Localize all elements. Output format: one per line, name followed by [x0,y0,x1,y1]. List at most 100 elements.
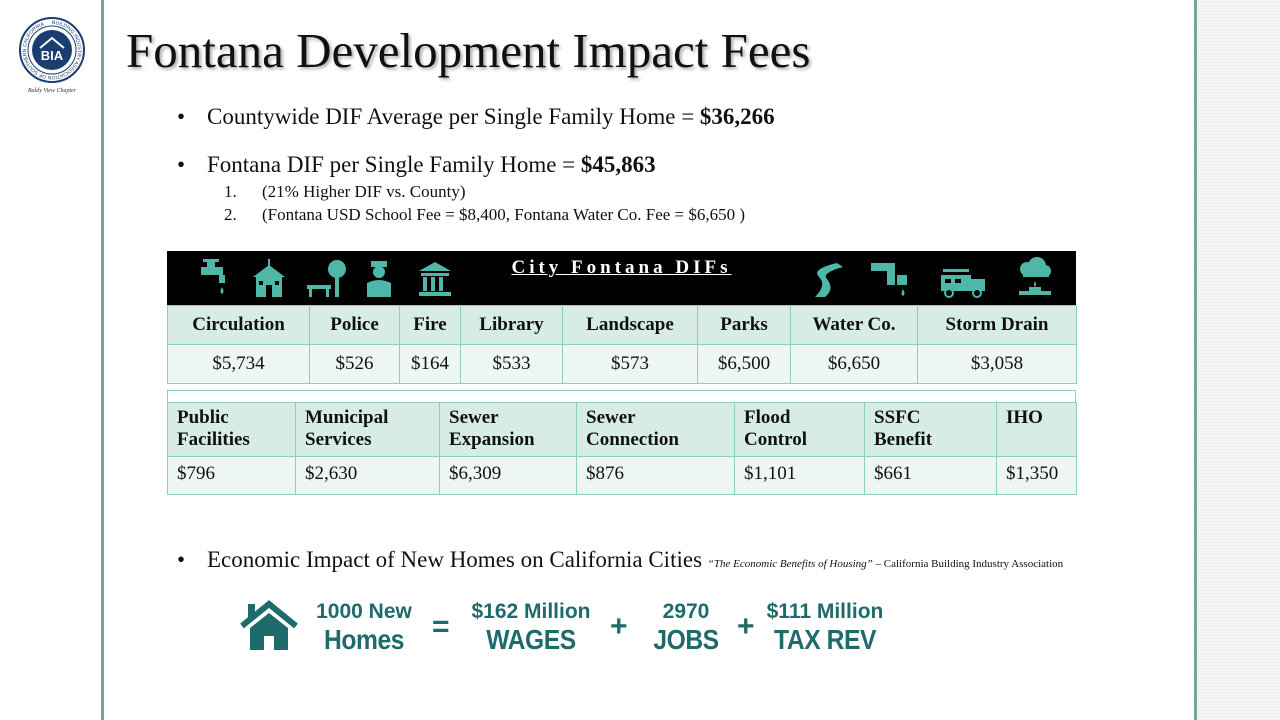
bia-logo: BUILDING INDUSTRY ASSOCIATION OF SOUTHER… [18,16,86,96]
dif-icon-band: City Fontana DIFs [167,251,1076,305]
citation: “The Economic Benefits of Housing” – Cal… [708,558,1063,570]
value-parks: $6,500 [697,344,791,384]
equals-sign: = [432,610,450,643]
value-municipal-services: $2,630 [295,456,440,495]
storm-drain-icon [1019,257,1051,295]
homes-block: 1000 New Homes [308,600,420,656]
bullet-value: $36,266 [699,104,775,129]
value-public-facilities: $796 [167,456,296,495]
value-flood-control: $1,101 [734,456,865,495]
sub-text: (Fontana USD School Fee = $8,400, Fontan… [262,205,746,224]
sub-number: 2. [224,205,237,224]
value-landscape: $573 [562,344,698,384]
band-title: City Fontana DIFs [511,257,732,278]
bullet-value: $45,863 [580,152,656,177]
header-library: Library [460,305,563,345]
road-icon [815,263,843,297]
sub-number: 1. [224,182,237,201]
homes-label: Homes [324,624,404,655]
jobs-block: 2970 JOBS [646,600,726,656]
value-fire: $164 [399,344,461,384]
header-line: IHO [1006,407,1043,428]
water-pipe-icon [871,263,907,296]
tax-label: TAX REV [774,624,876,655]
bullet-dot: • [177,152,186,177]
park-icon [307,260,346,297]
bullet-text: Countywide DIF Average per Single Family… [207,104,700,129]
value-circulation: $5,734 [167,344,310,384]
faucet-icon [201,259,225,294]
value-storm-drain: $3,058 [917,344,1077,384]
header-line: Public [177,407,229,428]
wages-block: $162 Million WAGES [464,600,598,656]
table-header-row: Public Facilities Municipal Services Sewer… [167,402,1077,457]
bullet-text: Economic Impact of New Homes on Californ… [207,547,703,572]
sub-item-2: 2. (Fontana USD School Fee = $8,400, Fon… [224,205,746,225]
tax-amount: $111 Million [766,600,884,623]
bullet-text: Fontana DIF per Single Family Home = [207,152,581,177]
header-parks: Parks [697,305,791,345]
citation-source: – California Building Industry Associati… [872,558,1064,570]
header-line: Flood [744,407,791,428]
sub-item-1: 1. (21% Higher DIF vs. County) [224,182,466,202]
header-line: Sewer [586,407,636,428]
bullet-county-average: • Countywide DIF Average per Single Fami… [177,104,775,130]
school-icon [253,259,285,297]
jobs-count: 2970 [662,600,710,623]
library-icon [419,262,451,296]
header-line: SSFC [874,407,921,428]
header-water-co: Water Co. [790,305,918,345]
value-library: $533 [460,344,563,384]
house-icon [240,600,298,650]
header-landscape: Landscape [562,305,698,345]
page-title: Fontana Development Impact Fees [126,23,811,78]
value-ssfc-benefit: $661 [864,456,997,495]
svg-text:Baldy View Chapter: Baldy View Chapter [28,88,77,94]
header-flood-control: Flood Control [734,402,865,457]
header-public-facilities: Public Facilities [167,402,296,457]
header-ssfc-benefit: SSFC Benefit [864,402,997,457]
header-line: Expansion [449,429,535,450]
table-row: $5,734 $526 $164 $533 $573 $6,500 $6,650… [167,344,1077,384]
header-fire: Fire [399,305,461,345]
value-iho: $1,350 [996,456,1077,495]
value-sewer-connection: $876 [576,456,735,495]
wages-label: WAGES [486,624,576,655]
header-iho: IHO [996,402,1077,457]
dif-table-primary: Circulation Police Fire Library Landscap… [167,305,1077,384]
header-line: Connection [586,429,679,450]
table-header-row: Circulation Police Fire Library Landscap… [167,305,1077,345]
value-sewer-expansion: $6,309 [439,456,577,495]
plus-sign: + [737,610,755,643]
header-line: Benefit [874,429,933,450]
fire-truck-icon [941,269,985,298]
left-rule [101,0,104,720]
dif-table-secondary: Public Facilities Municipal Services Sewer… [167,402,1077,495]
header-sewer-connection: Sewer Connection [576,402,735,457]
bullet-fontana-dif: • Fontana DIF per Single Family Home = $… [177,152,656,178]
jobs-label: JOBS [653,624,719,655]
wages-amount: $162 Million [471,600,591,623]
value-police: $526 [309,344,400,384]
header-line: Services [305,429,372,450]
header-sewer-expansion: Sewer Expansion [439,402,577,457]
table-row: $796 $2,630 $6,309 $876 $1,101 $661 $1,3… [167,456,1077,495]
header-storm-drain: Storm Drain [917,305,1077,345]
header-line: Control [744,429,807,450]
bullet-dot: • [177,547,186,572]
right-panel [1194,0,1280,720]
tax-block: $111 Million TAX REV [757,600,893,656]
header-line: Municipal [305,407,389,428]
table-divider [167,390,1076,402]
value-water-co: $6,650 [790,344,918,384]
citation-title: “The Economic Benefits of Housing” [707,558,873,570]
police-icon [367,261,391,297]
bullet-economic-impact: • Economic Impact of New Homes on Califo… [177,547,1063,573]
plus-sign: + [610,610,628,643]
bullet-dot: • [177,104,186,129]
header-line: Sewer [449,407,499,428]
header-police: Police [309,305,400,345]
header-municipal-services: Municipal Services [295,402,440,457]
sub-text: (21% Higher DIF vs. County) [262,182,466,201]
header-line: Facilities [177,429,250,450]
